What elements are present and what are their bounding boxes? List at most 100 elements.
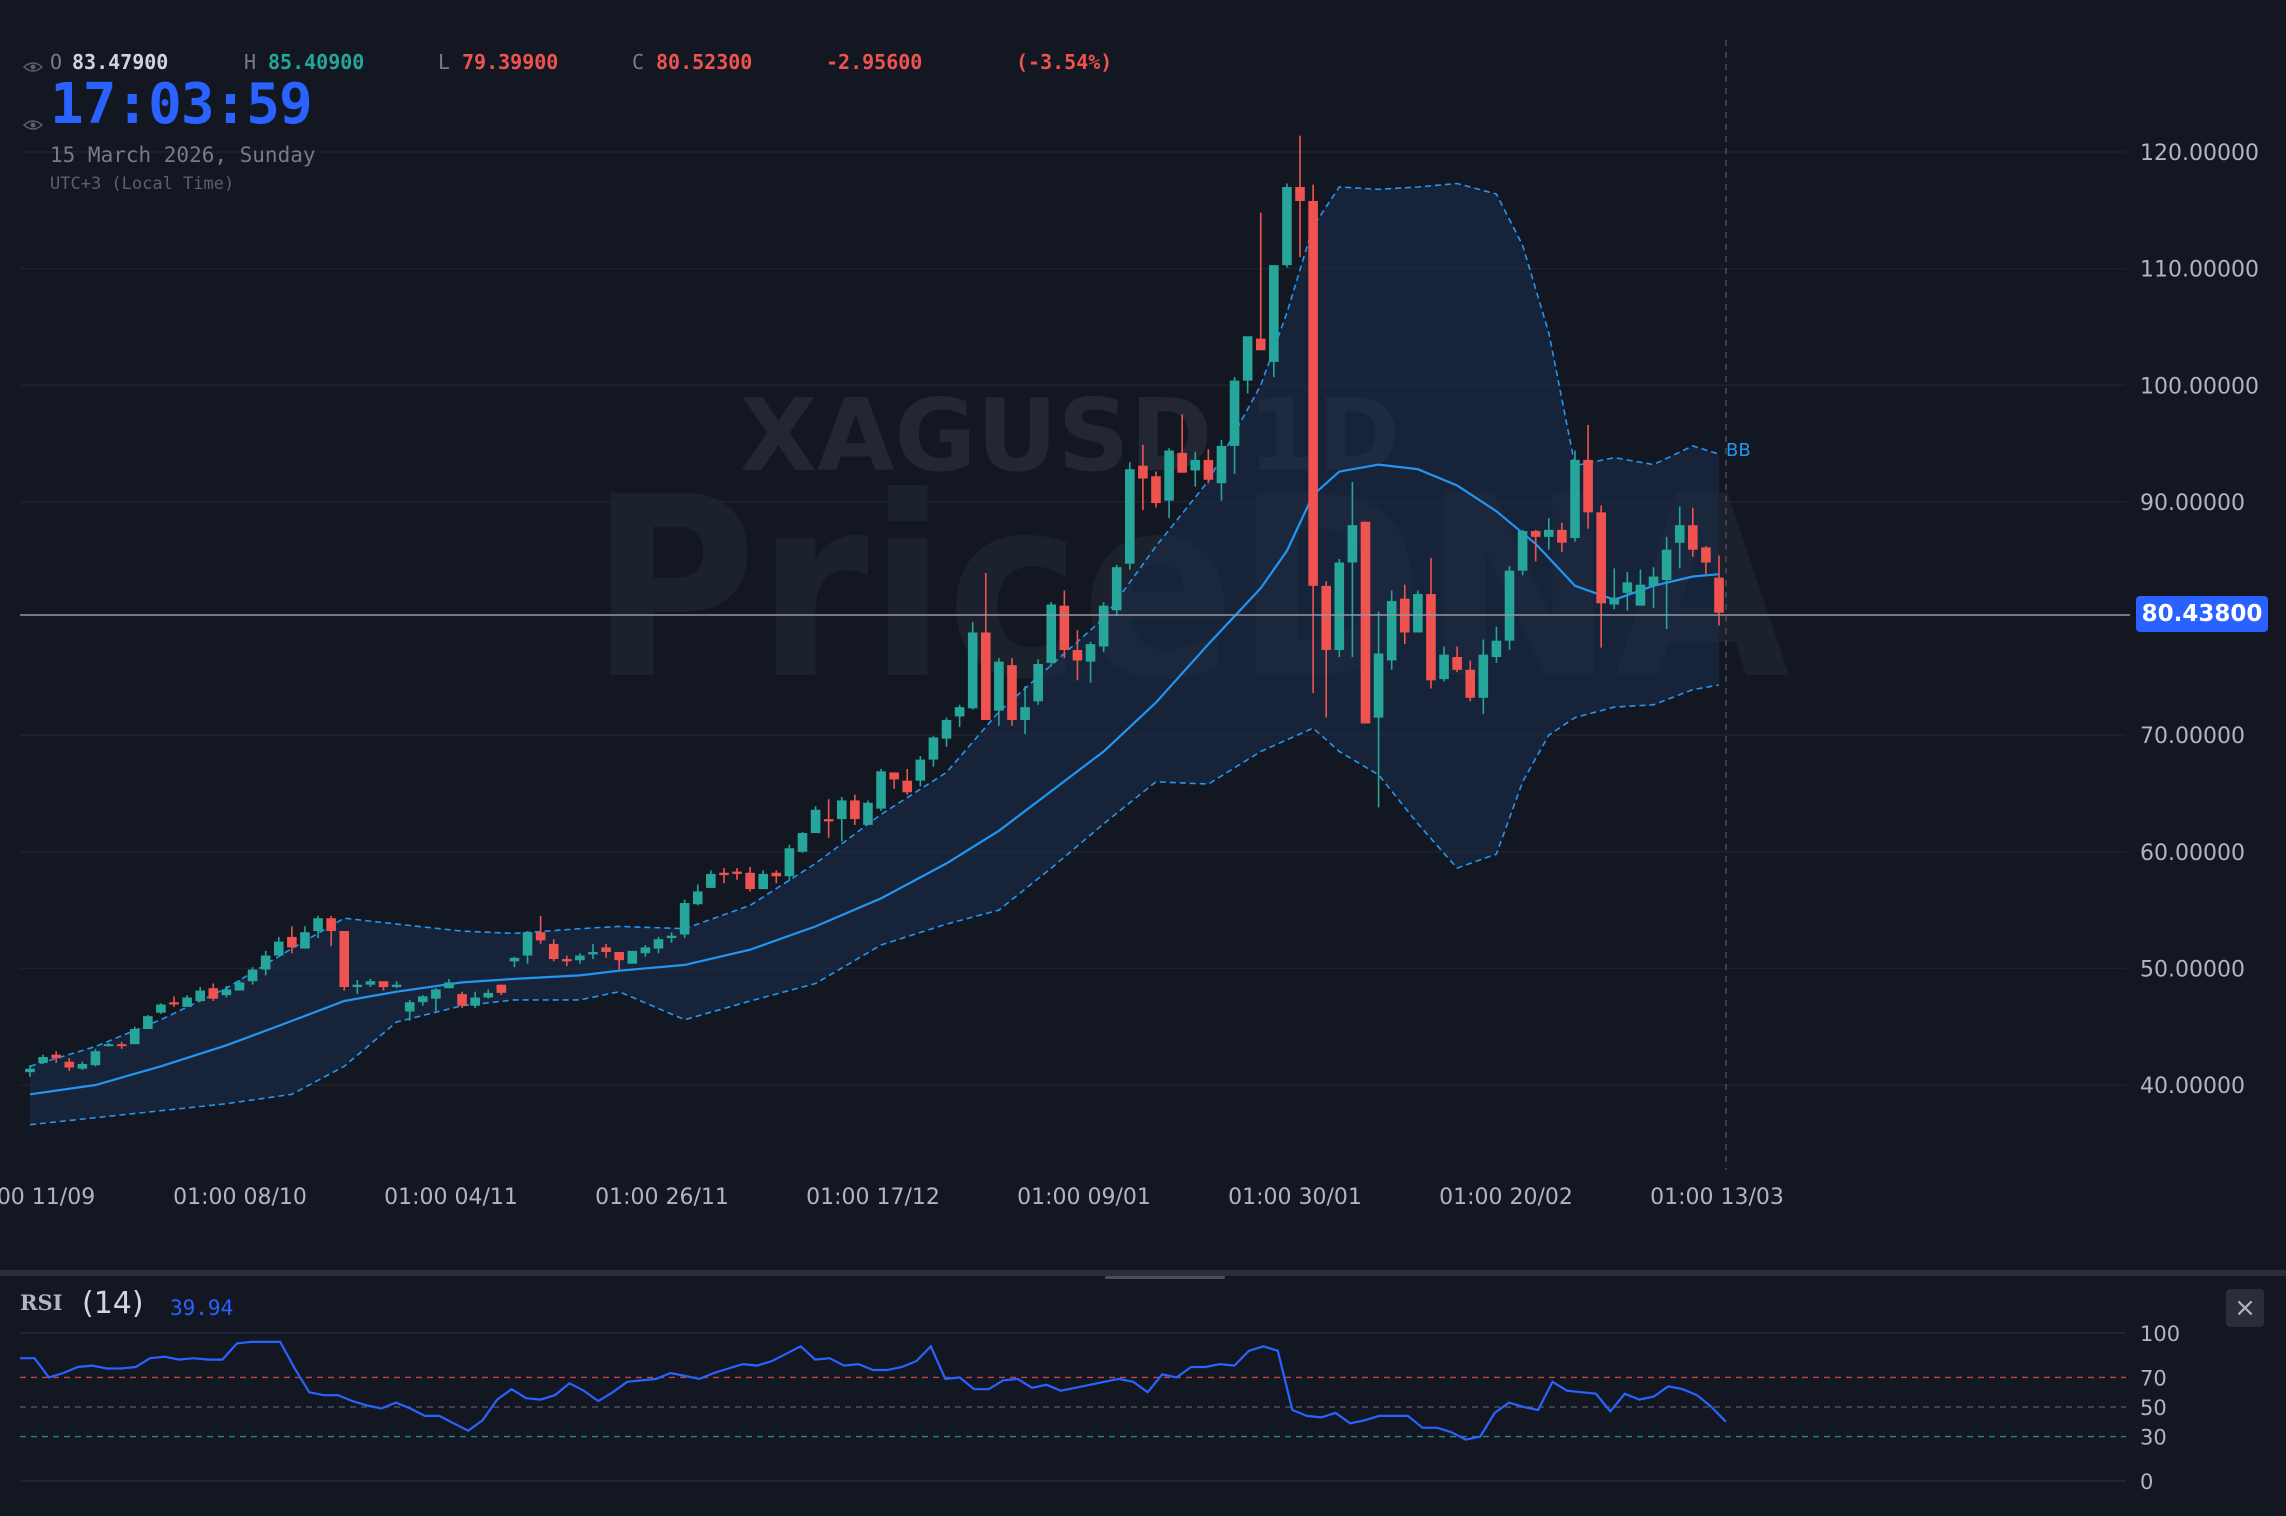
time-axis: 00 11/09 01:00 08/10 01:00 04/11 01:00 26/1… — [0, 1185, 1784, 1210]
candle-body — [954, 707, 965, 717]
candle-body — [1622, 582, 1633, 593]
time-axis-label: 01:00 04/11 — [384, 1185, 518, 1210]
candle-body — [313, 918, 323, 932]
candle-body — [732, 871, 742, 874]
candle-body — [352, 984, 363, 988]
candle-body — [1596, 512, 1606, 604]
candle-body — [1557, 529, 1567, 543]
candle-body — [1255, 338, 1266, 351]
timezone-label: UTC+3 (Local Time) — [50, 174, 235, 194]
candle-body — [745, 872, 755, 890]
candle-body — [1635, 584, 1646, 606]
candle-body — [470, 997, 480, 1006]
price-grid — [20, 151, 2126, 1086]
candle-body — [417, 996, 428, 1003]
bb-lower-band — [29, 684, 1720, 1126]
candle-body — [1491, 640, 1502, 657]
candle-body — [1111, 567, 1122, 611]
open-label: O — [50, 50, 63, 74]
candle-body — [719, 872, 729, 876]
candle-body — [1164, 450, 1174, 501]
candle-body — [1138, 465, 1148, 479]
time-axis-label: 01:00 17/12 — [806, 1185, 940, 1210]
current-price-tag: 80.43800 — [2136, 596, 2268, 632]
candle-body — [221, 989, 232, 996]
candle-body — [1688, 525, 1698, 550]
close-button[interactable]: × — [2226, 1289, 2264, 1327]
candle-body — [535, 932, 546, 941]
rsi-axis-label: 50 — [2140, 1396, 2167, 1420]
candle-body — [1151, 476, 1161, 504]
candle-body — [483, 992, 494, 998]
candle-body — [1504, 570, 1515, 641]
price-axis-label: 110.00000 — [2140, 258, 2259, 283]
eye-icon[interactable] — [23, 119, 43, 131]
price-axis-label: 40.00000 — [2140, 1074, 2245, 1099]
candle-body — [1413, 594, 1423, 633]
close-icon: × — [2234, 1293, 2256, 1323]
candle-body — [339, 931, 350, 988]
rsi-axis-label: 70 — [2140, 1366, 2167, 1390]
candle-body — [601, 947, 611, 953]
candle-body — [326, 918, 336, 932]
candle-body — [1465, 669, 1476, 698]
candle-body — [771, 872, 782, 877]
candle-body — [1072, 649, 1083, 661]
time-axis-label: 01:00 20/02 — [1439, 1185, 1573, 1210]
candle-body — [1321, 585, 1332, 650]
candle-body — [1190, 459, 1201, 471]
candle-body — [64, 1061, 75, 1068]
candle-body — [666, 935, 677, 939]
candle-body — [444, 982, 454, 989]
date-label: 15 March 2026, Sunday — [50, 143, 316, 167]
candle-body — [994, 661, 1004, 711]
price-axis-label: 120.00000 — [2140, 141, 2259, 166]
candle-body — [627, 950, 638, 964]
candle-body — [1242, 336, 1253, 381]
change-value: -2.95600 — [826, 50, 923, 74]
candle-body — [1386, 601, 1397, 661]
candle-body — [1701, 547, 1711, 563]
candle-body — [810, 809, 821, 834]
candle-body — [496, 984, 507, 993]
pane-separator[interactable] — [0, 1270, 2286, 1276]
price-axis-label: 90.00000 — [2140, 491, 2245, 516]
candle-body — [1439, 654, 1449, 680]
bb-basis-line — [29, 463, 1720, 1096]
candle-body — [378, 981, 389, 988]
candle-body — [404, 1002, 415, 1012]
candle-body — [1059, 605, 1070, 650]
candle-body — [25, 1068, 35, 1073]
candle-body — [51, 1054, 61, 1059]
candle-body — [1295, 186, 1305, 201]
candle-body — [1125, 469, 1135, 564]
candle-body — [876, 771, 886, 809]
candle-body — [1334, 562, 1345, 650]
candle-body — [902, 780, 913, 793]
candle-body — [758, 873, 769, 890]
candle-body — [1648, 576, 1659, 586]
pane-resize-handle[interactable] — [1105, 1276, 1225, 1279]
candle-body — [823, 819, 834, 822]
candle-body — [195, 990, 206, 1002]
rsi-length: (14) — [82, 1286, 144, 1321]
candle-body — [863, 802, 873, 825]
candle-body — [562, 959, 572, 962]
candle-body — [182, 997, 192, 1007]
candle-body — [706, 873, 716, 888]
time-axis-label: 01:00 30/01 — [1228, 1185, 1362, 1210]
candle-body — [1046, 604, 1057, 663]
candle-body — [1085, 644, 1096, 662]
candle-body — [273, 941, 284, 956]
candle-body — [1714, 577, 1724, 613]
eye-icon[interactable] — [23, 61, 43, 73]
price-axis: 120.00000 110.00000 100.00000 90.00000 70.00… — [2140, 141, 2259, 1099]
candle-body — [208, 988, 219, 999]
candle-body — [1007, 665, 1017, 720]
candle-body — [784, 848, 795, 877]
rsi-series-line — [20, 1340, 1727, 1441]
candle-body — [1033, 663, 1043, 702]
candle-body — [77, 1064, 88, 1069]
candle-body — [941, 719, 952, 739]
